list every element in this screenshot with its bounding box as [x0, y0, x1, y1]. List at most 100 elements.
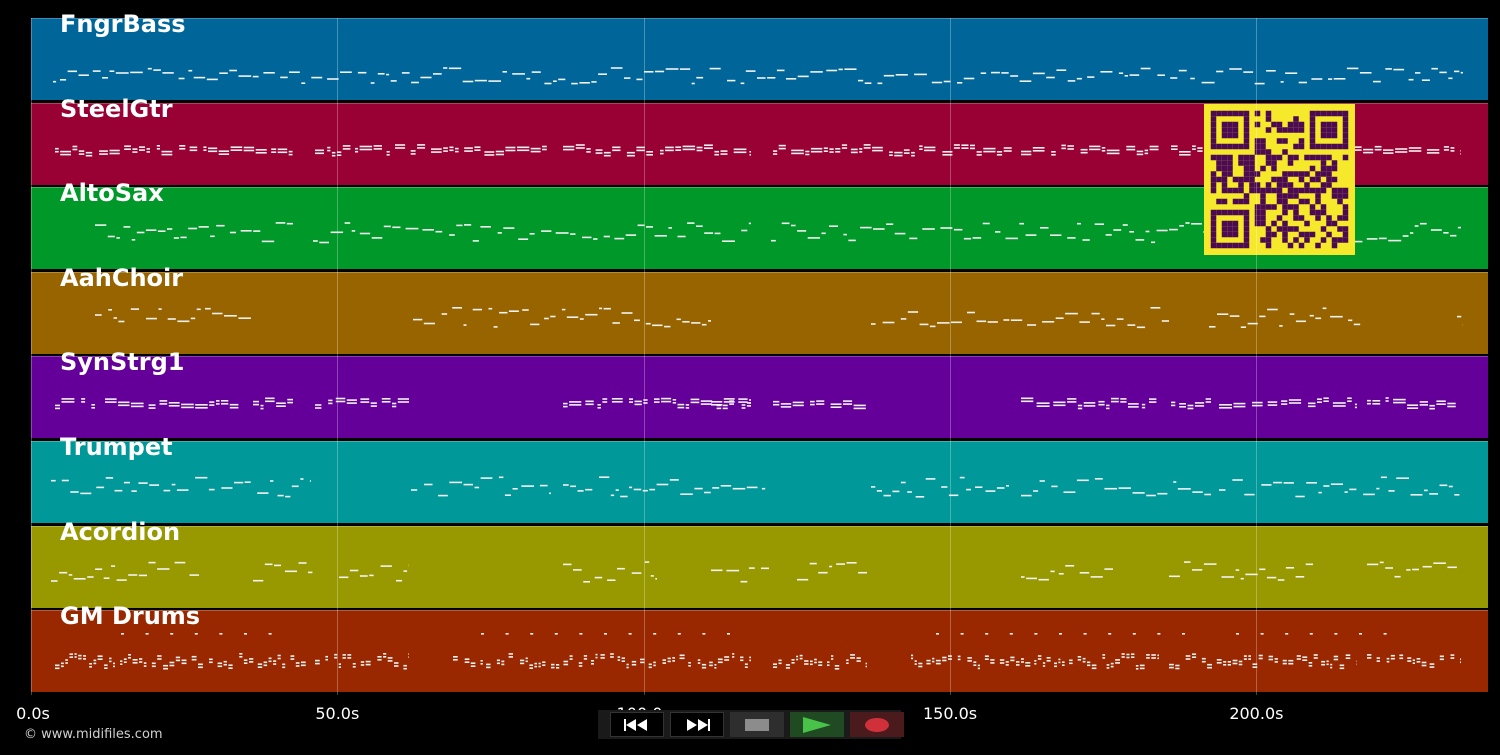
note-mark: [163, 665, 168, 667]
note-mark: [464, 149, 473, 152]
note-mark: [530, 150, 541, 152]
stop-button[interactable]: [730, 712, 784, 737]
note-mark: [410, 149, 416, 152]
note-mark: [626, 666, 629, 669]
note-mark: [1318, 491, 1322, 494]
track-lane[interactable]: Trumpet: [31, 433, 1488, 523]
note-mark: [799, 657, 803, 660]
note-mark: [1136, 326, 1146, 328]
note-mark: [646, 226, 653, 228]
note-mark: [1447, 566, 1457, 568]
note-mark: [1207, 664, 1212, 666]
note-mark: [676, 318, 681, 320]
note-mark: [1347, 400, 1352, 403]
note-mark: [74, 656, 77, 658]
note-mark: [1385, 397, 1389, 400]
note-mark: [675, 148, 682, 151]
note-mark: [156, 144, 160, 147]
note-mark: [449, 146, 454, 148]
note-mark: [900, 481, 906, 484]
note-mark: [1333, 658, 1339, 661]
note-mark: [177, 320, 190, 322]
note-mark: [463, 483, 473, 486]
note-mark: [773, 404, 780, 406]
note-mark: [55, 667, 60, 670]
note-mark: [1005, 661, 1009, 663]
track-lane[interactable]: GM Drums: [31, 602, 1488, 693]
note-mark: [669, 479, 679, 481]
track-lane[interactable]: AahChoir: [31, 264, 1488, 354]
note-mark: [1376, 657, 1380, 660]
note-mark: [1408, 149, 1422, 152]
track-lane[interactable]: FngrBass: [31, 10, 1488, 100]
note-mark: [711, 569, 723, 571]
note-mark: [261, 240, 275, 243]
note-mark: [1106, 149, 1120, 151]
note-mark: [1116, 318, 1124, 320]
note-mark: [709, 661, 713, 664]
note-mark: [1067, 398, 1077, 401]
note-mark: [277, 657, 281, 660]
note-mark: [394, 662, 399, 664]
note-mark: [1151, 241, 1156, 244]
note-mark: [1216, 662, 1222, 664]
note-mark: [534, 662, 537, 665]
note-mark: [797, 75, 809, 78]
note-mark: [508, 656, 513, 658]
track-lane[interactable]: Acordion: [31, 518, 1488, 608]
note-mark: [265, 397, 275, 400]
note-mark: [1036, 405, 1050, 408]
note-mark: [167, 317, 176, 320]
note-mark: [883, 494, 891, 497]
note-mark: [953, 143, 960, 146]
note-mark: [792, 401, 804, 404]
time-tick-label: 150.0s: [922, 704, 978, 723]
record-button[interactable]: [850, 712, 904, 737]
note-mark: [65, 659, 68, 661]
note-mark: [631, 661, 637, 663]
note-mark: [118, 401, 130, 404]
note-mark: [455, 150, 459, 152]
note-mark: [360, 661, 365, 663]
note-mark: [929, 325, 936, 327]
note-mark: [1232, 479, 1243, 481]
note-mark: [157, 230, 166, 233]
note-mark: [1326, 663, 1329, 666]
note-mark: [1295, 495, 1305, 498]
note-mark: [474, 148, 481, 151]
fast-forward-button[interactable]: [670, 712, 724, 737]
track-lane[interactable]: SynStrg1: [31, 348, 1488, 439]
note-mark: [240, 230, 252, 232]
note-mark: [179, 147, 186, 150]
note-mark: [1019, 223, 1024, 225]
note-mark: [985, 490, 996, 492]
note-mark: [89, 663, 92, 665]
note-mark: [59, 571, 68, 574]
note-mark: [143, 665, 147, 668]
note-mark: [512, 73, 525, 75]
note-mark: [1136, 153, 1144, 155]
rewind-button[interactable]: [610, 712, 664, 737]
note-mark: [1426, 151, 1440, 154]
note-mark: [210, 235, 215, 238]
note-mark: [1330, 663, 1333, 666]
note-mark: [1439, 658, 1444, 661]
note-mark: [643, 402, 648, 405]
note-mark: [89, 666, 92, 668]
note-mark: [1311, 78, 1323, 80]
note-mark: [1104, 487, 1118, 490]
note-mark: [1352, 240, 1363, 243]
note-mark: [1184, 560, 1191, 563]
play-button[interactable]: [790, 712, 844, 737]
note-mark: [1450, 149, 1455, 152]
note-mark: [1058, 658, 1061, 661]
note-mark: [741, 404, 746, 407]
note-mark: [591, 660, 594, 662]
note-mark: [679, 657, 685, 660]
note-mark: [328, 402, 333, 405]
note-mark: [634, 403, 642, 406]
note-mark: [339, 576, 349, 578]
note-mark: [525, 660, 528, 663]
note-mark: [577, 490, 584, 492]
note-mark: [78, 654, 82, 657]
